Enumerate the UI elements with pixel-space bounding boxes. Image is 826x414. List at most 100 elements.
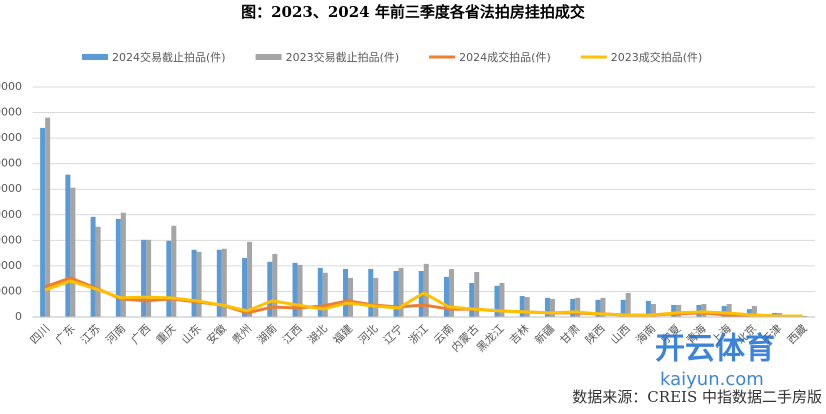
x-tick-label: 吉林 <box>507 321 532 346</box>
bar <box>216 249 222 317</box>
bar <box>443 276 449 317</box>
bar <box>373 277 379 317</box>
bar <box>292 262 298 317</box>
x-tick-label: 内蒙古 <box>448 321 481 354</box>
legend-label: 2024成交拍品(件) <box>459 50 551 64</box>
x-tick-label: 湖北 <box>305 322 330 347</box>
bar <box>322 272 328 317</box>
bar <box>368 268 374 317</box>
y-tick-label: 0 <box>15 310 22 323</box>
x-tick-label: 湖南 <box>255 322 280 347</box>
line <box>44 279 803 318</box>
y-tick-label: 80000 <box>0 106 22 119</box>
bar <box>676 304 682 317</box>
bar <box>746 309 752 317</box>
bar <box>247 241 253 317</box>
bar <box>650 303 656 317</box>
bar <box>519 296 525 317</box>
legend-label: 2023成交拍品(件) <box>611 50 703 64</box>
legend-label: 2024交易截止拍品(件) <box>112 50 226 64</box>
x-tick-label: 广西 <box>129 322 154 347</box>
x-tick-label: 新疆 <box>532 321 557 346</box>
bar <box>221 248 227 317</box>
legend-swatch <box>255 54 282 60</box>
bar <box>625 292 631 317</box>
x-tick-label: 浙江 <box>406 322 431 347</box>
bar <box>469 283 475 317</box>
bar <box>297 264 303 317</box>
bar <box>146 239 152 317</box>
bar <box>701 303 707 317</box>
x-tick-label: 福建 <box>330 321 355 346</box>
bar <box>70 187 76 317</box>
bar <box>494 285 500 317</box>
chart-title: 图：2023、2024 年前三季度各省法拍房挂拍成交 <box>241 3 585 21</box>
y-tick-label: 20000 <box>0 259 22 272</box>
bar <box>474 272 480 317</box>
bar <box>544 297 550 317</box>
y-tick-label: 60000 <box>0 157 22 170</box>
bar <box>802 315 808 317</box>
bar <box>196 251 202 317</box>
bar <box>317 267 323 317</box>
x-tick-label: 山西 <box>608 322 633 347</box>
bar <box>393 271 399 317</box>
bar <box>620 299 626 317</box>
bar <box>90 216 96 317</box>
x-tick-label: 黑龙江 <box>474 322 507 355</box>
bar <box>524 297 530 317</box>
y-tick-label: 30000 <box>0 233 22 246</box>
bar <box>242 257 248 317</box>
bar <box>166 240 172 317</box>
bar <box>95 226 101 317</box>
x-tick-label: 广东 <box>53 322 78 347</box>
x-tick-label: 河北 <box>356 322 381 347</box>
legend-label: 2023交易截止拍品(件) <box>286 50 400 64</box>
y-tick-label: 70000 <box>0 131 22 144</box>
bar <box>45 117 51 318</box>
bar <box>348 277 354 317</box>
bar <box>40 127 46 317</box>
bar <box>267 261 273 317</box>
x-tick-label: 贵州 <box>230 322 255 347</box>
bar <box>570 298 576 317</box>
bar <box>751 306 757 317</box>
y-tick-label: 90000 <box>0 80 22 93</box>
x-tick-label: 陕西 <box>582 321 607 346</box>
bar <box>726 303 732 317</box>
x-tick-label: 安徽 <box>204 321 229 346</box>
x-tick-label: 西藏 <box>785 322 810 347</box>
x-tick-label: 重庆 <box>153 321 178 346</box>
x-tick-label: 四川 <box>28 322 53 347</box>
bar <box>141 239 147 317</box>
bar <box>115 218 121 317</box>
bar <box>575 297 581 317</box>
bar <box>448 268 454 317</box>
watermark: 开云体育 <box>655 332 775 367</box>
bar <box>549 298 555 317</box>
bar <box>65 174 71 317</box>
bar <box>171 225 177 317</box>
bar <box>343 268 349 317</box>
bar <box>272 253 278 317</box>
bar <box>499 283 505 317</box>
x-tick-label: 甘肃 <box>558 322 583 347</box>
y-tick-label: 50000 <box>0 182 22 195</box>
x-tick-label: 江苏 <box>78 322 103 347</box>
source: 数据来源：CREIS 中指数据二手房版 <box>572 388 822 406</box>
watermark: kaiyun.com <box>660 369 764 390</box>
bar <box>191 249 197 317</box>
bar <box>398 267 404 317</box>
bar <box>595 299 601 317</box>
y-tick-label: 10000 <box>0 284 22 297</box>
bar <box>671 304 677 317</box>
x-tick-label: 辽宁 <box>380 321 405 346</box>
x-tick-label: 山东 <box>179 322 204 347</box>
y-tick-label: 40000 <box>0 208 22 221</box>
legend-swatch <box>82 54 108 60</box>
x-tick-label: 江西 <box>280 322 305 347</box>
bar <box>645 300 651 317</box>
bar <box>423 263 429 317</box>
